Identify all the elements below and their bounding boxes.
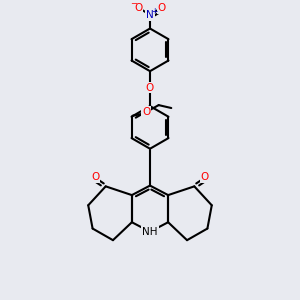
Text: −: −	[130, 0, 137, 8]
Text: O: O	[158, 3, 166, 13]
Text: N: N	[146, 10, 154, 20]
Text: O: O	[134, 3, 142, 13]
Text: O: O	[201, 172, 209, 182]
Text: O: O	[142, 107, 150, 117]
Text: O: O	[91, 172, 99, 182]
Text: O: O	[146, 83, 154, 93]
Text: +: +	[152, 7, 158, 16]
Text: NH: NH	[142, 227, 158, 237]
